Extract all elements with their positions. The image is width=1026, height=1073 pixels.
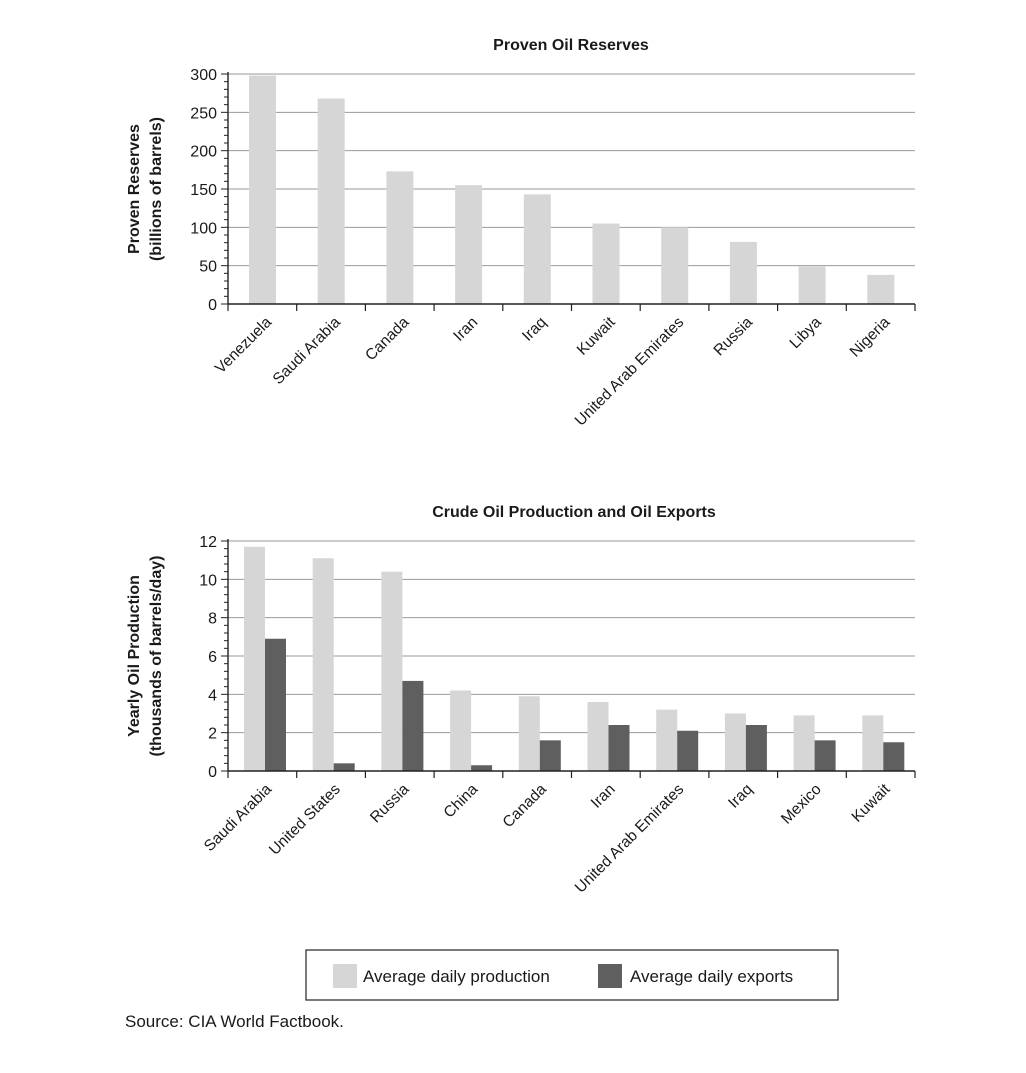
bar-exports-iran: [608, 725, 630, 771]
category-label-canada: Canada: [500, 781, 551, 832]
bar-exports-iraq: [745, 725, 767, 771]
y-tick-label: 4: [208, 687, 217, 704]
y-tick-label: 200: [190, 144, 217, 161]
bar-production-mexico: [793, 715, 815, 771]
y-tick-label: 150: [190, 182, 217, 199]
bar-venezuela: [249, 75, 276, 305]
legend-box: [305, 949, 839, 1001]
category-label-iraq: Iraq: [725, 781, 756, 812]
source-note: Source: CIA World Factbook.: [125, 1012, 344, 1031]
bar-canada: [386, 171, 414, 304]
bar-production-saudi-arabia: [244, 546, 265, 771]
bar-exports-united-arab-emirates: [677, 730, 699, 771]
category-label-china: China: [441, 781, 482, 822]
category-label-canada: Canada: [362, 314, 413, 365]
bar-production-canada: [518, 696, 540, 771]
category-label-united-states: United States: [266, 781, 344, 859]
bar-libya: [798, 266, 826, 304]
chart2-title: Crude Oil Production and Oil Exports: [432, 504, 716, 521]
y-tick-label: 0: [208, 297, 217, 314]
category-label-libya: Libya: [787, 314, 825, 352]
category-label-russia: Russia: [367, 781, 413, 827]
bar-exports-saudi-arabia: [265, 638, 286, 771]
bar-exports-mexico: [814, 740, 836, 771]
bar-production-russia: [381, 571, 403, 771]
category-label-iran: Iran: [588, 781, 619, 812]
bar-production-iran: [587, 702, 609, 771]
y-tick-label: 300: [190, 67, 217, 84]
bar-production-united-arab-emirates: [656, 709, 678, 771]
y-tick-label: 2: [208, 726, 217, 743]
y-tick-label: 250: [190, 105, 217, 122]
bar-exports-united-states: [333, 763, 355, 771]
bar-iran: [455, 185, 483, 304]
category-label-kuwait: Kuwait: [574, 313, 619, 358]
chart1-title: Proven Oil Reserves: [493, 37, 649, 54]
bar-exports-china: [471, 765, 493, 771]
legend: Average daily production Average daily e…: [305, 949, 839, 1001]
category-label-saudi-arabia: Saudi Arabia: [270, 314, 344, 388]
category-label-saudi-arabia: Saudi Arabia: [201, 781, 275, 855]
category-label-iran: Iran: [450, 314, 481, 345]
bar-exports-russia: [402, 680, 424, 771]
legend-exports-label: Average daily exports: [630, 967, 793, 986]
bar-production-united-states: [312, 558, 334, 771]
bar-russia: [729, 241, 757, 304]
bar-saudi-arabia: [317, 98, 345, 305]
bar-nigeria: [867, 274, 895, 304]
bar-production-china: [450, 690, 472, 771]
bar-exports-kuwait: [883, 742, 905, 771]
y-tick-label: 0: [208, 764, 217, 781]
legend-exports-swatch: [598, 964, 622, 988]
y-tick-label: 8: [208, 611, 217, 628]
bar-united-arab-emirates: [661, 227, 689, 304]
y-tick-label: 6: [208, 649, 217, 666]
y-axis-label: (billions of barrels): [148, 117, 165, 261]
production-exports-chart: Crude Oil Production and Oil Exports 0 2 4…: [126, 504, 916, 896]
category-label-mexico: Mexico: [778, 781, 825, 828]
category-label-nigeria: Nigeria: [847, 314, 894, 361]
y-axis-label: Yearly Oil Production: [126, 575, 143, 737]
bar-exports-canada: [539, 740, 561, 771]
bar-kuwait: [592, 223, 620, 304]
y-tick-label: 50: [199, 259, 217, 276]
y-axis-label: (thousands of barrels/day): [148, 556, 165, 757]
legend-production-swatch: [333, 964, 357, 988]
category-label-russia: Russia: [711, 314, 757, 360]
proven-reserves-chart: Proven Oil Reserves 0 50 100 150 200 250 300 V…: [126, 37, 916, 429]
bar-production-iraq: [724, 713, 746, 771]
y-tick-label: 10: [199, 572, 217, 589]
y-tick-label: 100: [190, 220, 217, 237]
bar-iraq: [523, 194, 551, 304]
category-label-kuwait: Kuwait: [849, 780, 894, 825]
legend-production-label: Average daily production: [363, 967, 550, 986]
category-label-venezuela: Venezuela: [212, 314, 275, 377]
y-tick-label: 12: [199, 534, 217, 551]
category-label-iraq: Iraq: [519, 314, 550, 345]
bar-production-kuwait: [862, 715, 884, 771]
y-axis-label: Proven Reserves: [126, 124, 143, 254]
